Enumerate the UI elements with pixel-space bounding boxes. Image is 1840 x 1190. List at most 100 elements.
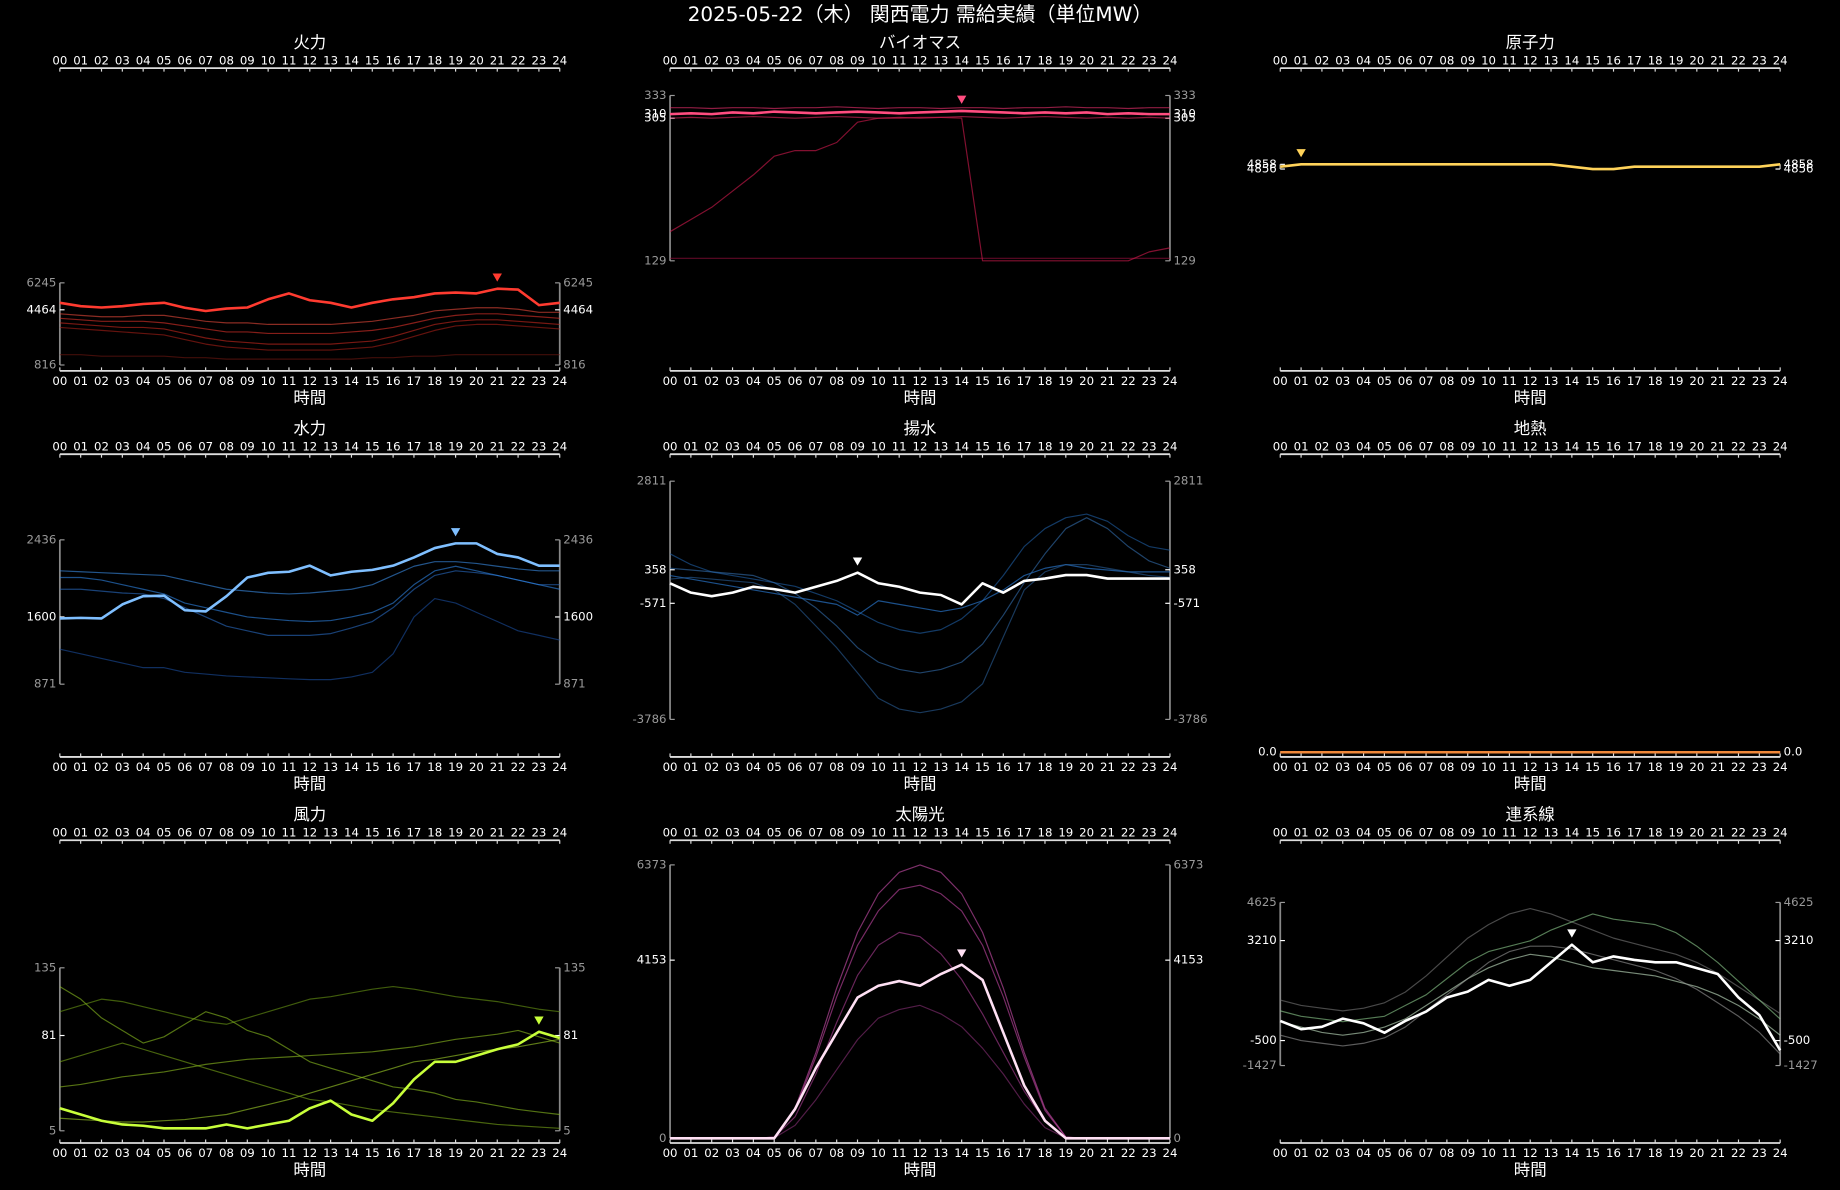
x-tick-label: 18 bbox=[1648, 54, 1663, 68]
x-tick-label: 16 bbox=[386, 440, 401, 454]
x-tick-label: 15 bbox=[1585, 826, 1600, 840]
x-tick-label: 05 bbox=[1377, 54, 1392, 68]
x-tick-label: 04 bbox=[136, 826, 151, 840]
x-tick-label: 01 bbox=[1294, 374, 1309, 388]
x-tick-label: 10 bbox=[1481, 826, 1496, 840]
x-tick-label: 12 bbox=[1523, 760, 1538, 774]
x-tick-label: 13 bbox=[323, 826, 338, 840]
x-tick-label: 19 bbox=[448, 440, 463, 454]
peak-marker bbox=[1567, 929, 1577, 938]
x-tick-label: 05 bbox=[767, 440, 782, 454]
x-tick-label: 15 bbox=[975, 760, 990, 774]
x-tick-label: 02 bbox=[704, 54, 719, 68]
series-line bbox=[59, 1030, 561, 1130]
x-tick-label: 17 bbox=[1017, 374, 1032, 388]
x-tick-label: 20 bbox=[1689, 54, 1704, 68]
x-tick-label: 16 bbox=[996, 826, 1011, 840]
x-tick-label: 11 bbox=[892, 760, 907, 774]
x-tick-label: 22 bbox=[1731, 760, 1746, 774]
x-tick-label: 11 bbox=[1502, 374, 1517, 388]
x-tick-label: 15 bbox=[1585, 760, 1600, 774]
x-tick-label: 09 bbox=[850, 1146, 865, 1160]
x-tick-label: 13 bbox=[1544, 440, 1559, 454]
x-tick-label: 09 bbox=[1460, 1146, 1475, 1160]
x-tick-label: 08 bbox=[1439, 760, 1454, 774]
x-tick-label: 16 bbox=[1606, 826, 1621, 840]
x-tick-label: 10 bbox=[261, 826, 276, 840]
x-tick-label: 16 bbox=[1606, 1146, 1621, 1160]
peak-marker bbox=[534, 1016, 544, 1025]
x-tick-label: 13 bbox=[323, 760, 338, 774]
x-tick-label: 21 bbox=[1100, 760, 1115, 774]
x-tick-label: 15 bbox=[1585, 374, 1600, 388]
x-tick-label: 14 bbox=[344, 760, 359, 774]
x-tick-label: 13 bbox=[323, 54, 338, 68]
x-tick-label: 01 bbox=[1294, 760, 1309, 774]
x-tick-label: 05 bbox=[1377, 374, 1392, 388]
x-tick-label: 02 bbox=[704, 826, 719, 840]
x-tick-label: 19 bbox=[1669, 54, 1684, 68]
x-tick-label: 20 bbox=[1079, 440, 1094, 454]
x-tick-label: 21 bbox=[1710, 374, 1725, 388]
x-tick-label: 23 bbox=[531, 1146, 546, 1160]
x-tick-label: 22 bbox=[1121, 54, 1136, 68]
x-tick-label: 15 bbox=[975, 440, 990, 454]
x-tick-label: 02 bbox=[1314, 374, 1329, 388]
x-tick-label: 23 bbox=[1142, 374, 1157, 388]
y-tick-label: 333 bbox=[1173, 88, 1195, 102]
x-tick-label: 12 bbox=[913, 1146, 928, 1160]
x-tick-label: 06 bbox=[177, 54, 192, 68]
x-tick-label: 19 bbox=[1058, 760, 1073, 774]
x-tick-label: 08 bbox=[219, 760, 234, 774]
x-tick-label: 12 bbox=[1523, 440, 1538, 454]
x-tick-label: 18 bbox=[1648, 374, 1663, 388]
x-tick-label: 18 bbox=[427, 826, 442, 840]
x-tick-label: 22 bbox=[1731, 54, 1746, 68]
x-axis-label: 時間 bbox=[293, 775, 326, 794]
chart-title: 原子力 bbox=[1506, 33, 1555, 52]
x-tick-label: 15 bbox=[365, 440, 380, 454]
x-tick-label: 04 bbox=[136, 440, 151, 454]
x-tick-label: 09 bbox=[240, 1146, 255, 1160]
x-tick-label: 02 bbox=[704, 760, 719, 774]
x-tick-label: 05 bbox=[1377, 760, 1392, 774]
x-tick-label: 05 bbox=[1377, 440, 1392, 454]
x-tick-label: 14 bbox=[344, 54, 359, 68]
x-tick-label: 17 bbox=[406, 760, 421, 774]
x-tick-label: 19 bbox=[1058, 826, 1073, 840]
x-tick-label: 23 bbox=[1142, 1146, 1157, 1160]
x-tick-label: 00 bbox=[663, 760, 678, 774]
chart-title: 地熱 bbox=[1514, 419, 1547, 438]
x-tick-label: 03 bbox=[725, 760, 740, 774]
x-tick-label: 03 bbox=[115, 826, 130, 840]
chart-title: 連系線 bbox=[1506, 805, 1555, 824]
x-tick-label: 03 bbox=[1335, 760, 1350, 774]
peak-marker bbox=[852, 557, 863, 566]
x-tick-label: 20 bbox=[469, 826, 484, 840]
chart-title: 揚水 bbox=[904, 419, 937, 438]
x-tick-label: 10 bbox=[261, 760, 276, 774]
x-tick-label: 21 bbox=[1710, 1146, 1725, 1160]
x-tick-label: 05 bbox=[767, 826, 782, 840]
series-line bbox=[59, 986, 560, 1025]
x-tick-label: 17 bbox=[406, 440, 421, 454]
x-tick-label: 03 bbox=[725, 826, 740, 840]
series-line bbox=[59, 570, 560, 636]
x-tick-label: 06 bbox=[177, 1146, 192, 1160]
series-line bbox=[59, 1042, 560, 1129]
y-tick-label: 4856 bbox=[1784, 162, 1814, 176]
x-tick-label: 09 bbox=[850, 826, 865, 840]
y-tick-label: 129 bbox=[644, 253, 666, 267]
peak-marker bbox=[1296, 149, 1306, 158]
y-tick-label: 6245 bbox=[26, 275, 56, 289]
x-tick-label: 16 bbox=[1606, 54, 1621, 68]
x-tick-label: 03 bbox=[115, 440, 130, 454]
x-tick-label: 05 bbox=[767, 54, 782, 68]
y-tick-label: 4464 bbox=[26, 302, 56, 316]
y-tick-label: 333 bbox=[644, 88, 666, 102]
x-tick-label: 18 bbox=[1648, 1146, 1663, 1160]
x-tick-label: 03 bbox=[115, 54, 130, 68]
x-tick-label: 20 bbox=[1689, 826, 1704, 840]
x-tick-label: 11 bbox=[282, 826, 297, 840]
y-tick-label: 310 bbox=[1173, 107, 1195, 121]
